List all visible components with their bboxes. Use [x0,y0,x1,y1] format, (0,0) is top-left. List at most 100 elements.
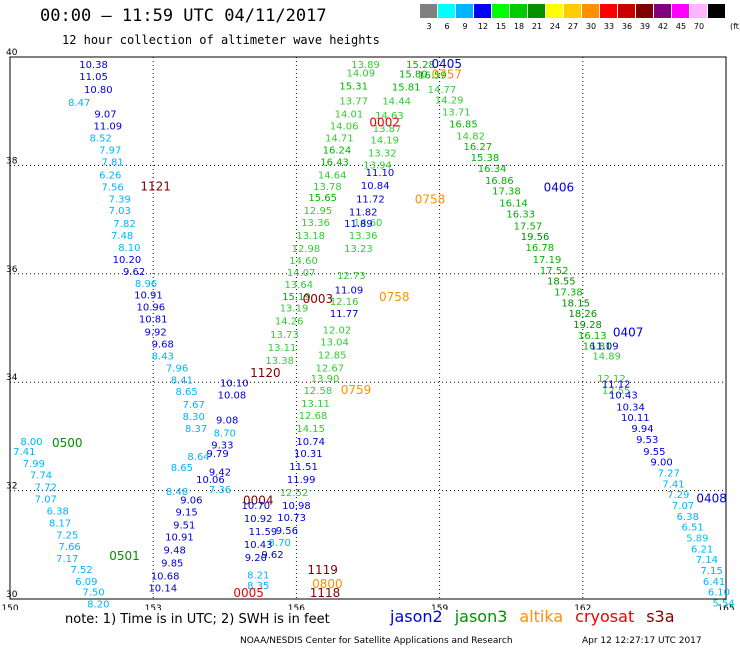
wave-height-label: 8.30 [183,412,205,423]
wave-height-label: 15.31 [339,82,368,93]
wave-height-label: 16.43 [320,157,349,168]
wave-height-label: 11.12 [602,380,631,391]
wave-height-label: 16.86 [485,176,514,187]
wave-height-label: 14.64 [318,170,347,181]
wave-height-label: 10.43 [244,540,273,551]
wave-height-label: 7.82 [113,219,135,230]
wave-height-label: 12.67 [315,363,344,374]
wave-height-label: 8.43 [152,351,174,362]
wave-height-label: 7.17 [56,554,78,565]
wave-height-label: 9.15 [175,508,197,519]
scale-label: 24 [549,22,561,31]
wave-height-label: 8.70 [269,538,291,549]
wave-height-label: 16.78 [526,243,555,254]
wave-height-label: 11.77 [330,309,359,320]
wave-height-label: 10.43 [609,390,638,401]
wave-height-label: 10.91 [134,291,163,302]
wave-height-label: 12.73 [337,271,366,282]
wave-height-label: 10.74 [296,437,325,448]
wave-height-label: 13.23 [344,244,373,255]
wave-height-label: 7.67 [183,400,205,411]
wave-height-label: 16.14 [499,199,528,210]
wave-height-label: 10.68 [151,571,180,582]
wave-height-label: 7.72 [35,483,57,494]
wave-height-label: 13.18 [296,231,325,242]
wave-height-label: 6.26 [99,170,121,181]
wave-height-label: 7.29 [667,490,689,501]
wave-height-label: 15.65 [308,193,337,204]
wave-height-label: 10.81 [139,315,168,326]
scale-label: 33 [603,22,615,31]
pass-time-label: 0002 [369,115,400,129]
wave-height-label: 14.29 [435,96,464,107]
wave-height-label: 10.38 [79,60,108,71]
wave-height-label: 6.21 [691,544,713,555]
wave-height-label: 16.81 [583,342,612,353]
wave-height-label: 15.38 [471,153,500,164]
wave-height-label: 14.07 [287,268,316,279]
wave-height-label: 7.48 [111,231,133,242]
wave-height-label: 13.64 [284,280,313,291]
wave-height-label: 19.28 [573,320,602,331]
scale-label: 6 [444,22,450,31]
wave-height-label: 12.95 [304,206,333,217]
wave-height-label: 7.25 [56,530,78,541]
wave-height-label: 8.37 [185,424,207,435]
wave-height-label: 18.15 [561,298,590,309]
wave-height-label: 7.41 [13,447,35,458]
pass-time-label: 0406 [544,180,575,194]
wave-height-label: 13.11 [301,399,330,410]
wave-height-label: 7.74 [30,471,52,482]
satellite-cryosat: cryosat [575,607,635,626]
scale-swatch [582,4,599,18]
wave-height-label: 13.19 [280,304,309,315]
wave-height-label: 14.19 [370,136,399,147]
x-tick-label: 159 [431,604,448,610]
footnote: note: 1) Time is in UTC; 2) SWH is in fe… [65,612,330,627]
wave-height-label: 9.08 [216,415,238,426]
wave-height-label: 16.27 [463,142,492,153]
wave-height-label: 11.72 [356,194,385,205]
scale-swatch [474,4,491,18]
wave-height-label: 7.66 [59,542,81,553]
wave-height-label: 10.31 [294,449,323,460]
scale-label: 45 [675,22,687,31]
wave-height-label: 7.39 [109,194,131,205]
scale-label: 36 [621,22,633,31]
wave-height-label: 10.08 [218,390,247,401]
wave-height-label: 9.07 [94,110,116,121]
wave-height-label: 8.21 [247,570,269,581]
wave-height-label: 17.52 [540,266,569,277]
wave-height-label: 6.09 [75,577,97,588]
wave-height-label: 5.54 [712,599,734,610]
wave-height-label: 9.94 [631,424,653,435]
wave-height-label: 7.07 [672,501,694,512]
wave-height-label: 10.10 [220,379,249,390]
wave-height-label: 12.98 [292,244,321,255]
wave-height-label: 16.85 [449,119,478,130]
wave-height-label: 7.97 [99,145,121,156]
pass-time-label: 0003 [303,292,334,306]
wave-height-label: 13.89 [351,60,380,71]
satellite-legend: jason2 jason3 altika cryosat s3a [390,607,687,626]
pass-time-label: 0405 [431,57,462,71]
wave-height-label: 9.51 [173,521,195,532]
scale-label: 18 [513,22,525,31]
wave-height-label: 15.19 [282,292,311,303]
wave-height-label: 14.60 [354,218,383,229]
scale-label: 21 [531,22,543,31]
wave-height-label: 11.09 [590,342,619,353]
wave-height-label: 6.10 [708,588,730,599]
scale-swatch [690,4,707,18]
y-tick-label: 32 [6,482,17,492]
wave-height-label: 12.12 [597,374,626,385]
wave-height-label: 13.73 [270,330,299,341]
x-tick-label: 162 [574,604,591,610]
wave-height-label: 7.96 [166,363,188,374]
satellite-s3a: s3a [646,607,675,626]
wave-height-label: 14.44 [382,97,411,108]
wave-height-label: 8.48 [166,487,188,498]
pass-time-label: 0005 [233,586,264,600]
scale-swatch [618,4,635,18]
pass-time-label: 0758 [379,290,410,304]
